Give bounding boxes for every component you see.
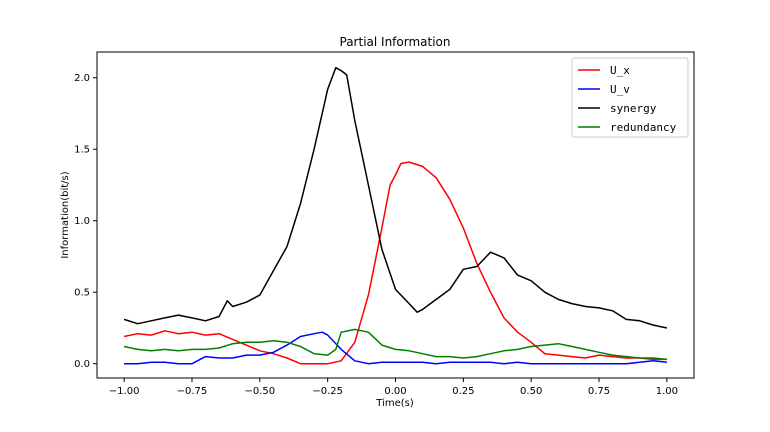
series-line-redundancy	[123, 328, 667, 361]
x-tick-label: −0.50	[244, 386, 275, 397]
legend-box	[571, 57, 689, 138]
y-axis-label: Information(bit/s)	[60, 171, 71, 258]
x-axis-label: Time(s)	[375, 398, 414, 409]
x-tick-label: −0.25	[312, 386, 343, 397]
x-tick-label: 0.25	[452, 386, 474, 397]
x-tick-label: 1.00	[656, 386, 678, 397]
legend-label-U_v: U_v	[610, 83, 630, 96]
y-tick-label: 1.5	[74, 145, 90, 156]
x-axis: −1.00 −0.75 −0.50 −0.25 0.00 0.25 0.50 0.75 1.00	[109, 378, 678, 397]
chart-title: Partial Information	[340, 35, 451, 49]
x-tick-label: −0.75	[177, 386, 208, 397]
legend-label-synergy: synergy	[610, 102, 657, 115]
series-line-U_x	[123, 161, 667, 365]
x-tick-label: 0.00	[384, 386, 406, 397]
legend-label-redundancy: redundancy	[610, 121, 677, 134]
y-tick-label: 0.0	[74, 359, 90, 370]
series-layer	[123, 66, 668, 365]
y-tick-label: 0.5	[74, 288, 90, 299]
x-tick-label: 0.50	[520, 386, 542, 397]
y-axis: 0.0 0.5 1.0 1.5 2.0	[74, 73, 97, 370]
series-line-U_v	[124, 331, 667, 365]
plot-area	[96, 51, 695, 379]
y-tick-label: 2.0	[74, 73, 90, 84]
y-tick-label: 1.0	[74, 216, 90, 227]
series-line-synergy	[123, 66, 668, 329]
legend-label-U_x: U_x	[610, 64, 630, 77]
x-tick-label: −1.00	[109, 386, 140, 397]
x-tick-label: 0.75	[588, 386, 610, 397]
